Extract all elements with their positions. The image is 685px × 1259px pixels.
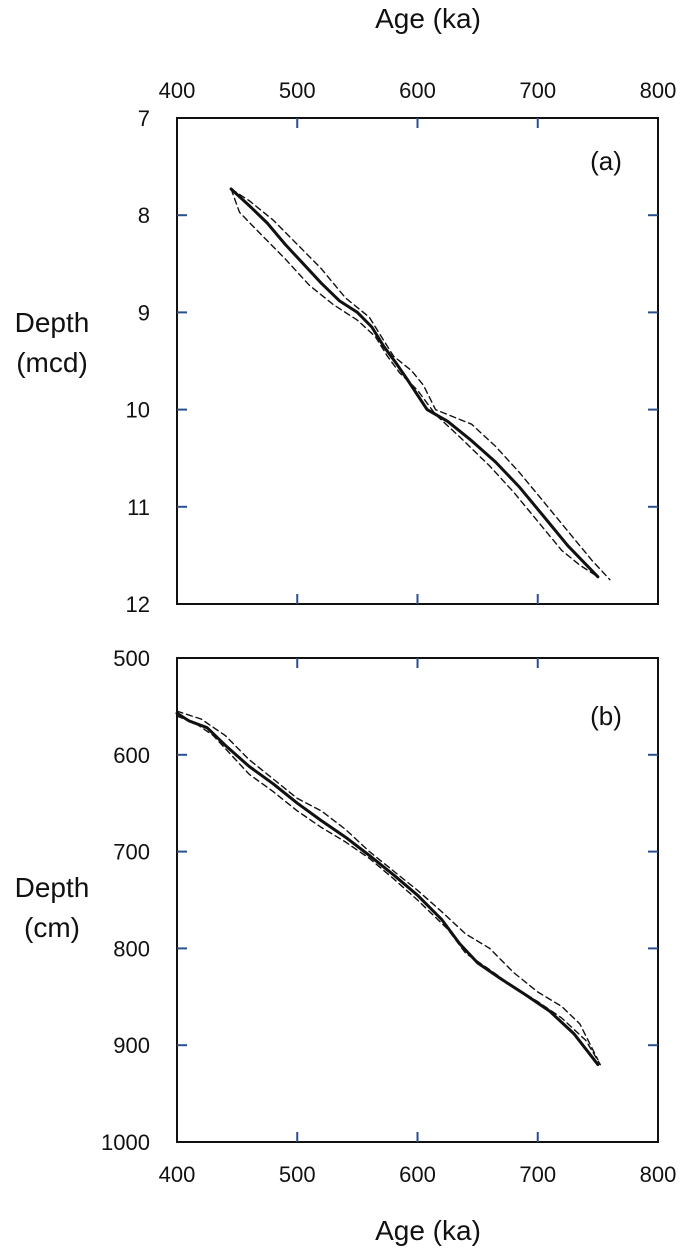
- panel-a-series-line-dashed-1: [230, 188, 611, 581]
- panel-a-frame: [176, 117, 659, 605]
- panel-a-x-tick-labels: 400 500 600 700 800: [159, 78, 677, 103]
- panel-a-y-tick-label: 8: [138, 203, 150, 228]
- panel-a-series-line-solid: [229, 187, 600, 579]
- panel-a-y-tick-labels: 7 8 9 10 11 12: [126, 106, 150, 617]
- panel-b-y-tick-labels: 500 600 700 800 900 1000: [101, 646, 150, 1155]
- panel-a-y-tick-label: 12: [126, 592, 150, 617]
- panel-b-y-tick-label: 1000: [101, 1130, 150, 1155]
- panel-b-tick-marks: [177, 658, 658, 1142]
- panel-a-y-axis-title-line1: Depth: [15, 307, 90, 338]
- panel-a-series-line-dashed-2: [230, 188, 599, 578]
- panel-b-chart: 400 500 600 700 800 500 600 700 800 900 1000 Age …: [15, 646, 677, 1246]
- panel-a-x-tick-label: 800: [640, 78, 677, 103]
- panel-b-series-line-dashed-1: [176, 710, 599, 1061]
- panel-b-x-tick-label: 600: [399, 1162, 436, 1187]
- panel-a-y-tick-label: 7: [138, 106, 150, 131]
- panel-a-tick-marks: [177, 118, 658, 604]
- panel-b-x-tick-label: 400: [159, 1162, 196, 1187]
- panel-b-y-tick-label: 900: [113, 1033, 150, 1058]
- panel-b-y-tick-label: 700: [113, 840, 150, 865]
- panel-b-y-tick-label: 500: [113, 646, 150, 671]
- panel-a-y-axis-title-line2: (mcd): [16, 347, 88, 378]
- panel-a-x-tick-label: 500: [279, 78, 316, 103]
- panel-b-y-tick-label: 600: [113, 743, 150, 768]
- panel-b-x-axis-title: Age (ka): [375, 1215, 481, 1246]
- panel-a-x-tick-label: 400: [159, 78, 196, 103]
- panel-a-series: [229, 187, 611, 581]
- panel-b-x-tick-label: 700: [519, 1162, 556, 1187]
- panel-b-y-tick-label: 800: [113, 936, 150, 961]
- panel-a-label: (a): [590, 146, 622, 176]
- panel-b-label: (b): [590, 701, 622, 731]
- panel-a-y-tick-label: 11: [127, 495, 150, 520]
- panel-b-series-line-dashed-2: [176, 715, 601, 1066]
- panel-b-x-tick-label: 500: [279, 1162, 316, 1187]
- panel-b-series-line-solid: [175, 711, 600, 1067]
- panel-b-x-tick-labels: 400 500 600 700 800: [159, 1162, 677, 1187]
- panel-b-x-tick-label: 800: [640, 1162, 677, 1187]
- panel-a-chart: 400 500 600 700 800 7 8 9 10 11 12 Age (ka) Depth…: [15, 3, 677, 617]
- panel-a-y-tick-label: 9: [138, 300, 150, 325]
- panel-a-y-tick-label: 10: [126, 398, 150, 423]
- panel-a-x-tick-label: 700: [519, 78, 556, 103]
- panel-b-y-axis-title-line1: Depth: [15, 872, 90, 903]
- panel-b-y-axis-title-line2: (cm): [24, 912, 80, 943]
- panel-a-x-axis-title: Age (ka): [375, 3, 481, 34]
- panel-a-x-tick-label: 600: [399, 78, 436, 103]
- panel-b-series: [175, 710, 601, 1067]
